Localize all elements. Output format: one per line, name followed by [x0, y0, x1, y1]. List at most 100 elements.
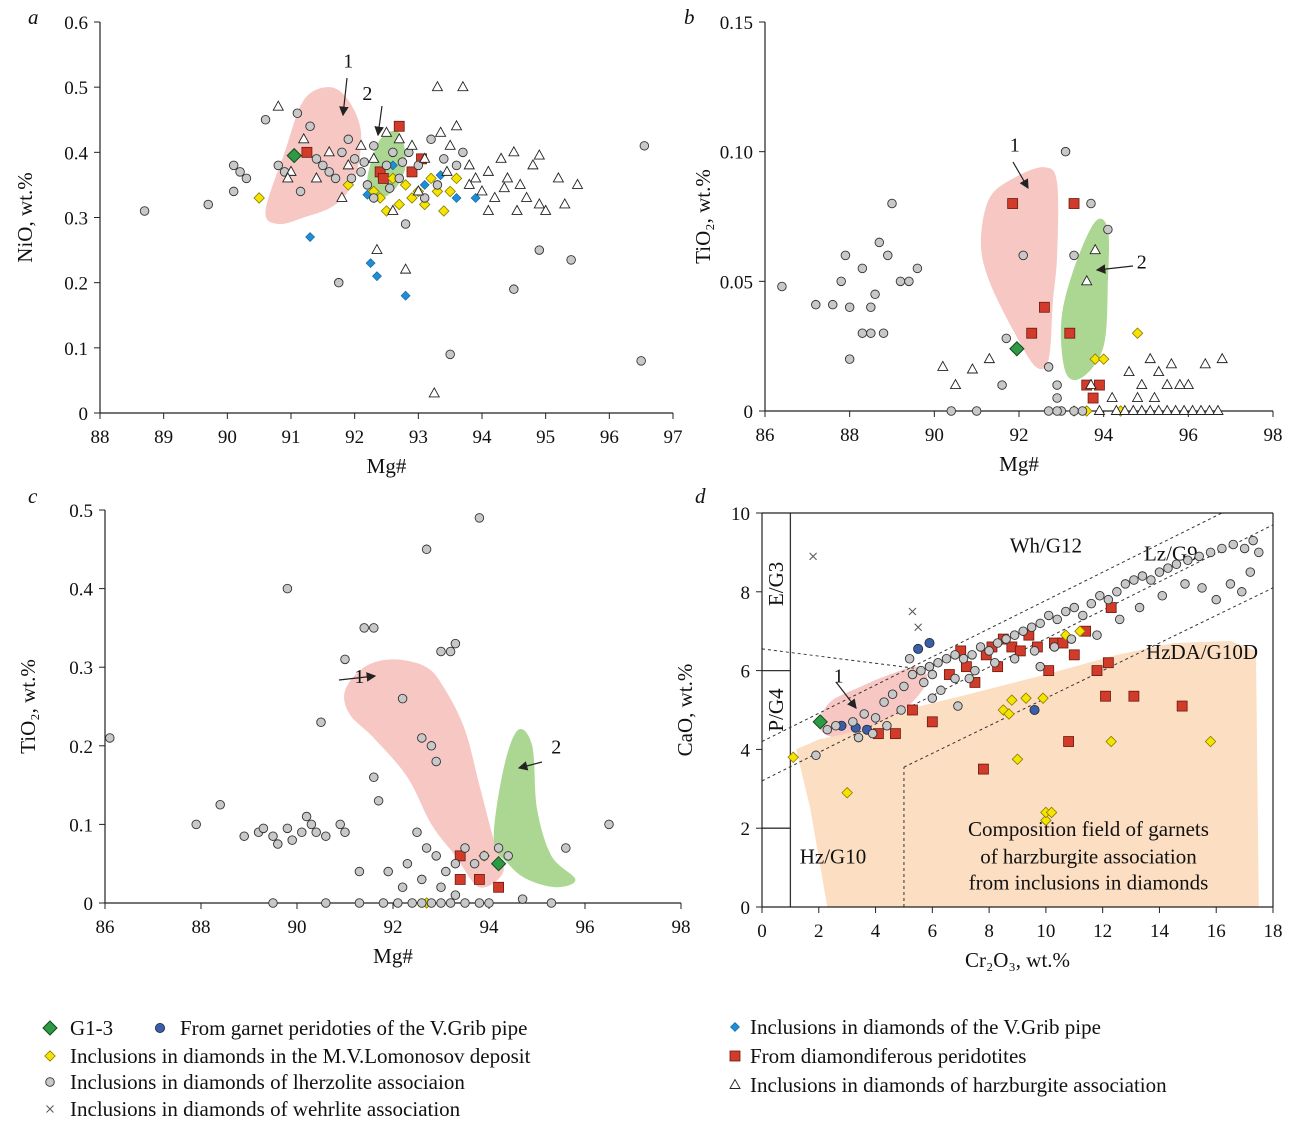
data-point: [1043, 610, 1054, 621]
data-point: [441, 165, 453, 176]
y-tick-label: 0.15: [720, 13, 753, 34]
data-point: [228, 160, 239, 171]
annotation-arrow: [338, 672, 377, 682]
data-point: [1043, 406, 1054, 416]
data-point: [417, 874, 427, 885]
field-1: [344, 659, 504, 888]
data-point: [927, 669, 938, 680]
data-point: [495, 152, 507, 163]
series-triangle: [937, 243, 1228, 415]
data-point: [282, 583, 293, 594]
legend-marker-x: [46, 1105, 54, 1113]
data-point: [878, 328, 889, 338]
data-point: [474, 898, 485, 908]
data-point: [412, 185, 425, 196]
data-point: [268, 898, 278, 908]
data-point: [295, 186, 306, 197]
data-point: [369, 141, 379, 151]
data-point: [1078, 610, 1088, 621]
data-point: [460, 898, 470, 908]
data-point: [777, 281, 787, 292]
y-tick-label: 8: [741, 583, 751, 604]
legend: G1-3 From garnet peridoties of the V.Grib…: [42, 1015, 1167, 1121]
field-label: P/G4: [764, 688, 788, 732]
data-point: [287, 835, 297, 845]
data-point: [383, 866, 393, 877]
data-point: [301, 811, 312, 822]
data-point: [533, 198, 546, 209]
x-tick-label: 6: [928, 921, 938, 942]
data-point: [1225, 579, 1236, 589]
data-point: [362, 180, 373, 190]
data-point: [451, 160, 462, 171]
classification-line: [761, 648, 919, 670]
data-point: [394, 173, 404, 184]
y-tick-label: 0.4: [69, 580, 93, 601]
annotation-label: 2: [362, 83, 372, 105]
legend-label: Inclusions in diamonds of wehrlite assoc…: [70, 1097, 461, 1121]
data-point: [292, 108, 303, 118]
data-point: [1035, 661, 1045, 672]
data-point: [399, 179, 412, 191]
x-stroke: [914, 623, 922, 632]
data-point: [321, 898, 331, 908]
data-point: [346, 173, 357, 184]
annotation-label: 2: [551, 737, 561, 759]
panel-label: b: [684, 5, 695, 29]
y-tick-label: 0.4: [64, 143, 88, 164]
classification-line: [761, 512, 1223, 742]
data-point: [463, 158, 476, 170]
data-point: [1161, 378, 1173, 390]
series-square-red: [454, 850, 505, 893]
data-point: [426, 898, 437, 908]
x-tick-label: 10: [1036, 921, 1055, 942]
y-tick-label: 6: [741, 662, 751, 683]
data-point: [913, 643, 924, 654]
data-point: [520, 191, 533, 202]
data-point: [895, 276, 906, 287]
data-point: [399, 263, 412, 274]
data-point: [1052, 393, 1062, 403]
data-point: [1137, 571, 1148, 581]
data-point: [463, 178, 476, 189]
data-point: [1001, 634, 1011, 644]
data-point: [1009, 654, 1020, 664]
data-point: [305, 232, 316, 242]
data-point: [950, 673, 960, 684]
data-point: [967, 650, 977, 660]
data-point: [984, 646, 994, 656]
x-tick-label: 2: [814, 921, 824, 942]
data-point: [445, 349, 455, 360]
data-point: [1123, 365, 1135, 377]
series-square-red: [872, 602, 1188, 775]
legend-item: G1-3: [42, 1016, 113, 1040]
data-point: [1165, 357, 1178, 369]
data-point: [253, 192, 265, 204]
data-point: [1064, 327, 1076, 339]
data-point: [1061, 606, 1071, 617]
data-point: [493, 881, 505, 893]
y-axis-label: TiO₂, wt.%: [691, 169, 715, 264]
data-point: [953, 701, 963, 711]
y-axis-label: NiO, wt.%: [13, 172, 37, 262]
y-tick-label: 0.3: [69, 658, 93, 679]
data-point: [970, 665, 980, 676]
x-tick-label: 96: [1179, 425, 1198, 446]
data-point: [1144, 404, 1156, 415]
y-tick-label: 0: [84, 894, 94, 915]
x-tick-label: 92: [345, 427, 364, 448]
x-stroke: [809, 552, 817, 561]
annotation-arrow: [517, 761, 543, 771]
x-tick-label: 92: [384, 917, 403, 938]
data-point: [457, 80, 469, 92]
data-point: [1080, 274, 1093, 286]
data-point: [1245, 567, 1256, 577]
x-tick-label: 88: [91, 427, 110, 448]
data-point: [927, 693, 938, 703]
series-triangle: [272, 80, 584, 398]
x-stroke: [46, 1105, 54, 1113]
data-point: [407, 898, 417, 908]
data-point: [273, 839, 283, 849]
data-point: [887, 689, 898, 699]
data-point: [1029, 705, 1040, 716]
